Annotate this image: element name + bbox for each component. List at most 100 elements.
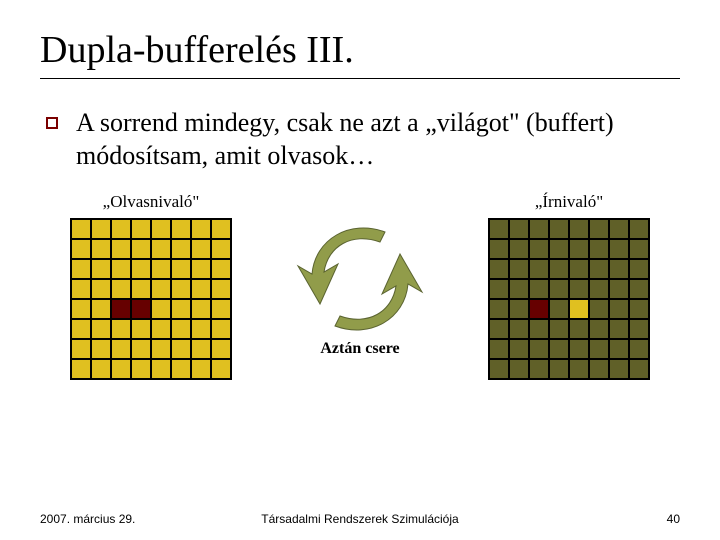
grid-cell: [151, 259, 171, 279]
grid-cell: [91, 299, 111, 319]
grid-cell: [509, 259, 529, 279]
grid-cell: [489, 239, 509, 259]
grid-cell: [171, 359, 191, 379]
grid-cell: [549, 259, 569, 279]
grid-cell: [549, 319, 569, 339]
grid-cell: [71, 279, 91, 299]
grid-cell: [489, 279, 509, 299]
body-text: A sorrend mindegy, csak ne azt a „világo…: [76, 107, 656, 172]
footer-center: Társadalmi Rendszerek Szimulációja: [261, 512, 458, 526]
grid-cell: [191, 339, 211, 359]
grid-cell: [489, 339, 509, 359]
grid-cell: [191, 319, 211, 339]
grid-cell: [629, 219, 649, 239]
grid-cell: [509, 279, 529, 299]
left-grid: [70, 218, 232, 380]
grid-cell: [509, 299, 529, 319]
grid-cell: [569, 339, 589, 359]
grid-cell: [171, 239, 191, 259]
grid-cell: [171, 299, 191, 319]
grid-cell: [171, 339, 191, 359]
grid-cell: [151, 219, 171, 239]
grid-cell: [609, 319, 629, 339]
grid-cell: [609, 279, 629, 299]
grid-cell: [71, 359, 91, 379]
grid-cell: [589, 299, 609, 319]
footer: 2007. március 29. Társadalmi Rendszerek …: [0, 512, 720, 526]
grid-cell: [71, 339, 91, 359]
grid-cell: [609, 299, 629, 319]
grid-cell: [549, 299, 569, 319]
grid-cell: [91, 279, 111, 299]
grid-cell: [211, 279, 231, 299]
grid-cell: [211, 239, 231, 259]
grid-cell: [91, 319, 111, 339]
grid-cell: [589, 319, 609, 339]
grid-cell: [191, 259, 211, 279]
grid-cell: [509, 239, 529, 259]
grid-cell: [111, 319, 131, 339]
grid-cell: [569, 279, 589, 299]
body-row: A sorrend mindegy, csak ne azt a „világo…: [46, 107, 680, 172]
title-block: Dupla-bufferelés III.: [40, 28, 680, 79]
grid-cell: [549, 219, 569, 239]
grid-cell: [489, 359, 509, 379]
grid-cell: [589, 239, 609, 259]
grid-cell: [111, 359, 131, 379]
grid-cell: [211, 299, 231, 319]
grid-cell: [131, 239, 151, 259]
grid-cell: [509, 319, 529, 339]
grid-cell: [151, 319, 171, 339]
right-grid-block: „Írnivaló": [488, 192, 650, 380]
grid-cell: [489, 219, 509, 239]
footer-page-number: 40: [667, 512, 680, 526]
slide-title: Dupla-bufferelés III.: [40, 28, 680, 72]
swap-label: Aztán csere: [320, 340, 399, 358]
grid-cell: [549, 359, 569, 379]
grid-cell: [629, 339, 649, 359]
grid-cell: [549, 279, 569, 299]
grid-cell: [191, 359, 211, 379]
grid-cell: [629, 259, 649, 279]
grid-cell: [609, 219, 629, 239]
grid-cell: [71, 299, 91, 319]
swap-arrows-block: Aztán csere: [270, 214, 450, 358]
grid-cell: [509, 359, 529, 379]
grid-cell: [171, 319, 191, 339]
grid-cell: [489, 259, 509, 279]
grid-cell: [569, 299, 589, 319]
grid-cell: [589, 359, 609, 379]
grid-cell: [549, 239, 569, 259]
grid-cell: [111, 219, 131, 239]
grid-cell: [91, 339, 111, 359]
grid-cell: [529, 279, 549, 299]
grid-cell: [191, 299, 211, 319]
grid-cell: [111, 339, 131, 359]
grid-cell: [131, 259, 151, 279]
grid-cell: [131, 319, 151, 339]
grid-cell: [529, 359, 549, 379]
swap-arrows-icon: [290, 214, 430, 344]
grid-cell: [191, 219, 211, 239]
grid-cell: [609, 239, 629, 259]
grid-cell: [211, 219, 231, 239]
grid-cell: [91, 239, 111, 259]
grid-cell: [509, 339, 529, 359]
grid-cell: [569, 239, 589, 259]
grid-cell: [71, 259, 91, 279]
grid-cell: [549, 339, 569, 359]
grid-cell: [151, 239, 171, 259]
grid-cell: [131, 219, 151, 239]
grid-cell: [211, 339, 231, 359]
grid-cell: [529, 339, 549, 359]
grid-cell: [191, 239, 211, 259]
grid-cell: [111, 239, 131, 259]
grid-cell: [569, 359, 589, 379]
grid-cell: [569, 259, 589, 279]
grid-cell: [509, 219, 529, 239]
grid-cell: [131, 299, 151, 319]
grid-cell: [151, 279, 171, 299]
grid-cell: [629, 279, 649, 299]
diagram-row: „Olvasnivaló" Aztán csere „Írnivaló": [70, 192, 650, 380]
grid-cell: [589, 339, 609, 359]
